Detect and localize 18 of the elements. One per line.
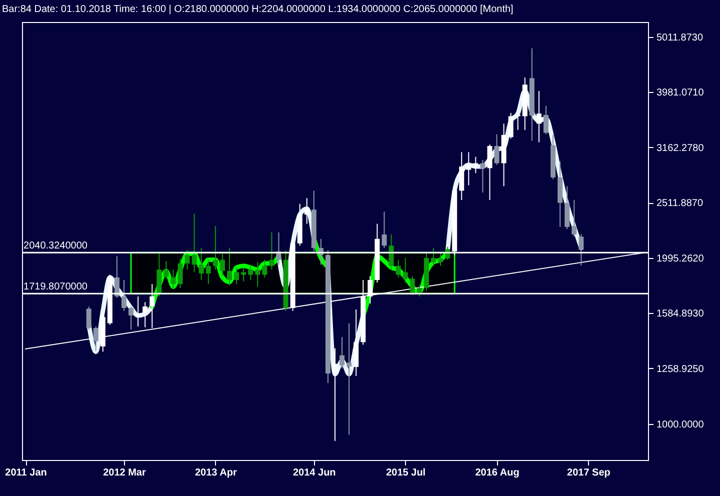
x-tick-label: 2015 Jul [386,468,426,478]
y-tick-label: 3981.0710 [656,88,704,99]
y-tick-label: 5011.8730 [656,32,704,44]
ref-line-label: 2040.3240000 [24,240,88,252]
y-tick-label: 1995.2620 [656,253,704,264]
x-tick-label: 2016 Aug [475,468,520,478]
y-tick-label: 3162.2780 [656,142,704,154]
chart-title: Bar:84 Date: 01.10.2018 Time: 16:00 | O:2180.0000000 H:2204.0000000 L:1934.0000000 C:2065.0000000 [Month] [2,4,514,15]
x-tick-label: 2012 Mar [103,468,146,478]
ref-line-label: 1719.8070000 [24,282,88,293]
x-tick-label: 2011 Jan [5,468,47,478]
y-tick-label: 1000.0000 [656,419,704,430]
y-tick-label: 1258.9250 [656,364,704,375]
x-tick-label: 2013 Apr [194,468,237,478]
x-tick-label: 2017 Sep [567,468,610,478]
y-tick-label: 2511.8870 [656,198,704,210]
y-tick-label: 1584.8930 [656,308,704,320]
x-tick-label: 2014 Jun [292,468,336,478]
